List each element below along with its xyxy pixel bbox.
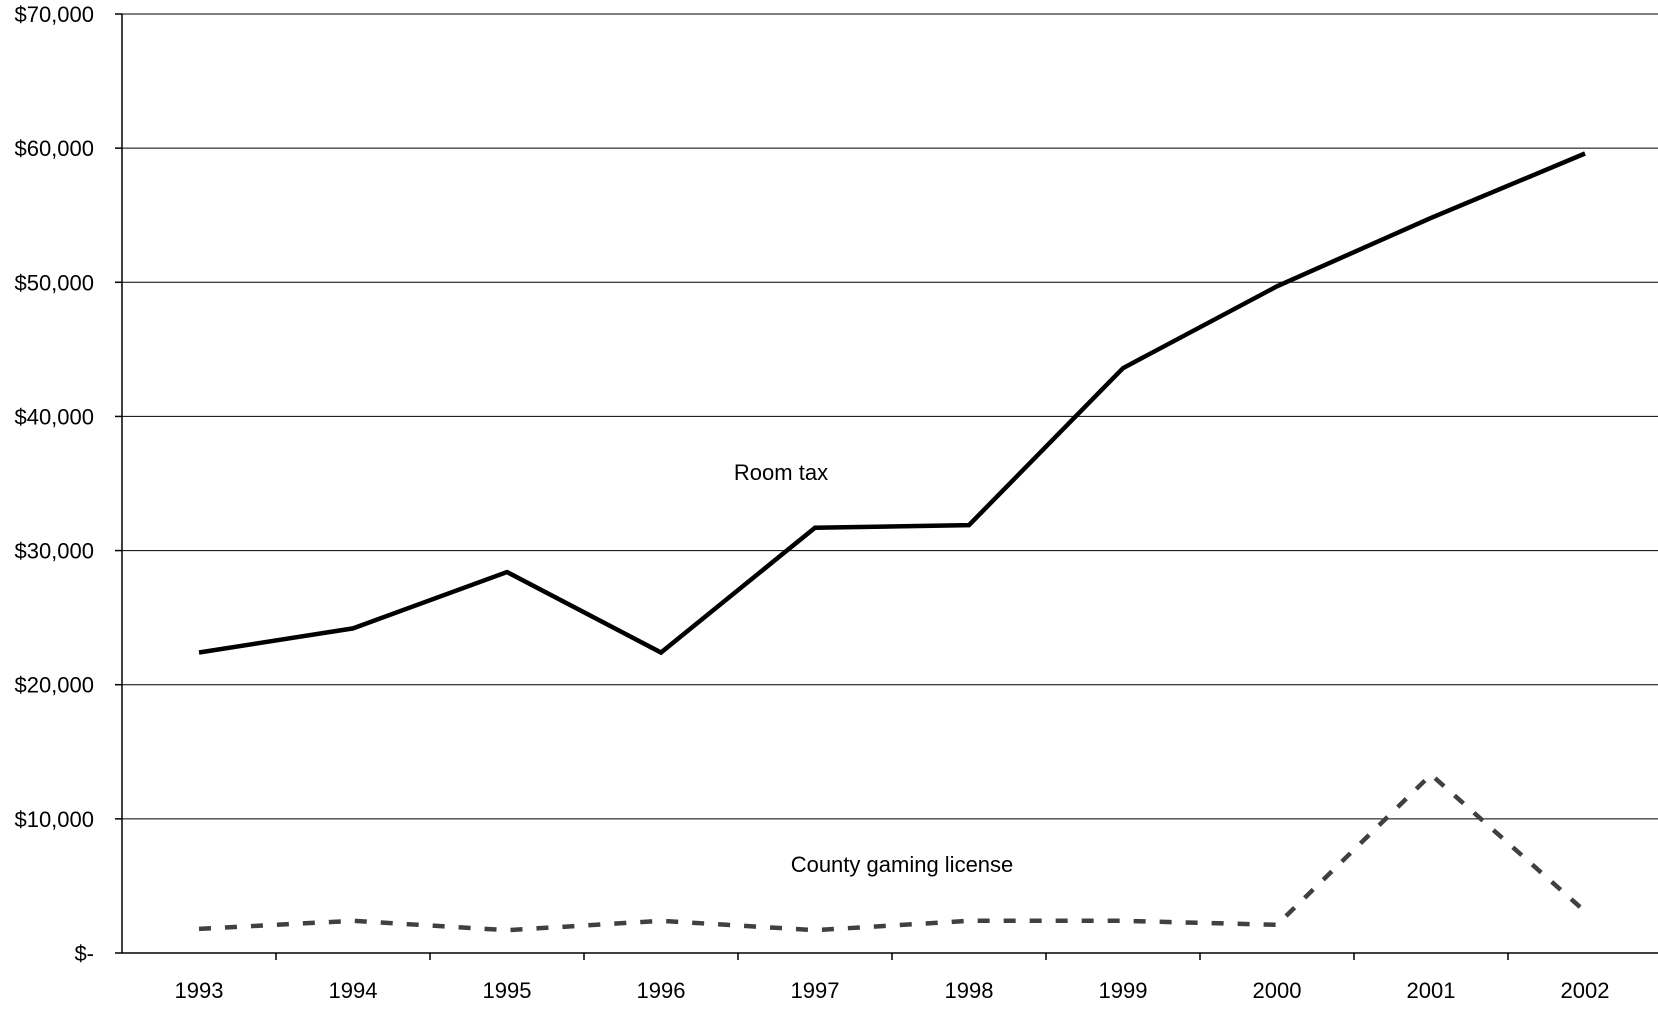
- x-tick-label: 1993: [175, 978, 224, 1003]
- y-tick-label: $50,000: [14, 270, 94, 295]
- x-tick-label: 2000: [1253, 978, 1302, 1003]
- x-tick-label: 1996: [637, 978, 686, 1003]
- series-label: Room tax: [734, 460, 828, 485]
- y-tick-label: $60,000: [14, 136, 94, 161]
- y-tick-label: $20,000: [14, 673, 94, 698]
- series-label: County gaming license: [791, 852, 1014, 877]
- x-tick-labels: 1993 1994 1995 1996 1997 1998 1999 2000 2001 2002: [175, 978, 1610, 1003]
- x-tick-label: 1995: [483, 978, 532, 1003]
- y-tick-label: $70,000: [14, 2, 94, 27]
- axes: [115, 14, 1658, 960]
- x-tick-label: 1998: [945, 978, 994, 1003]
- y-tick-label: $-: [74, 941, 94, 966]
- series-lines: [199, 153, 1585, 930]
- x-tick-label: 2002: [1561, 978, 1610, 1003]
- series-line-room-tax: [199, 154, 1585, 653]
- x-tick-label: 2001: [1407, 978, 1456, 1003]
- y-tick-label: $30,000: [14, 539, 94, 564]
- x-tick-label: 1997: [791, 978, 840, 1003]
- y-tick-labels: $- $10,000 $20,000 $30,000 $40,000 $50,000 $60…: [14, 2, 94, 966]
- x-tick-label: 1994: [329, 978, 378, 1003]
- x-tick-label: 1999: [1099, 978, 1148, 1003]
- y-tick-label: $40,000: [14, 404, 94, 429]
- y-tick-label: $10,000: [14, 807, 94, 832]
- gridlines: [122, 14, 1658, 819]
